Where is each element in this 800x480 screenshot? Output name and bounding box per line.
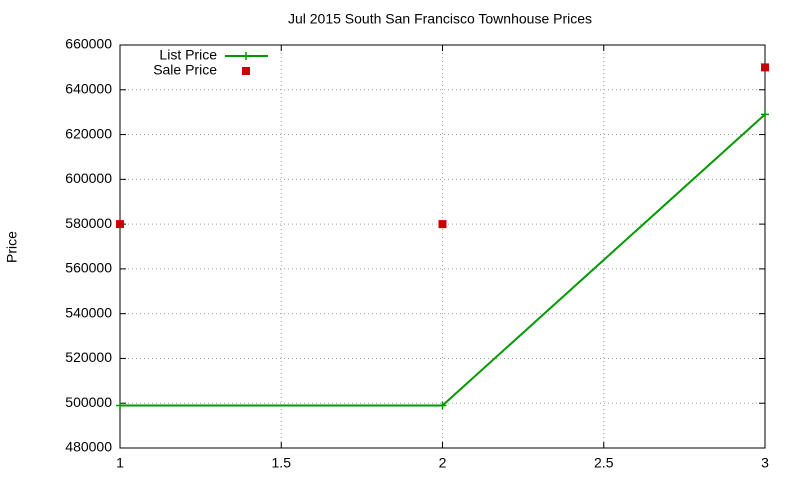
chart-title: Jul 2015 South San Francisco Townhouse P… [288,11,592,27]
y-tick-label: 620000 [65,125,112,141]
y-tick-label: 640000 [65,80,112,96]
x-tick-label: 1.5 [272,455,292,471]
data-point [116,220,124,229]
x-tick-label: 2.5 [594,455,614,471]
y-tick-label: 480000 [65,439,112,455]
y-tick-label: 580000 [65,215,112,231]
data-point [438,401,447,410]
y-tick-label: 540000 [65,304,112,320]
y-tick-label: 660000 [65,36,112,52]
legend-label: List Price [159,47,217,63]
legend-label: Sale Price [153,62,217,78]
data-point [438,220,447,229]
y-tick-label: 500000 [65,394,112,410]
y-tick-label: 560000 [65,260,112,276]
plot-frame [119,44,766,449]
data-point [761,110,769,119]
data-point [761,63,769,72]
legend-marker [242,67,250,75]
x-tick-label: 1 [116,455,124,471]
y-tick-label: 600000 [65,170,112,186]
x-tick-label: 2 [439,455,447,471]
legend-marker [242,52,250,60]
y-tick-label: 520000 [65,349,112,365]
y-axis-label: Price [4,231,20,263]
x-tick-label: 3 [761,455,769,471]
data-point [116,401,124,410]
